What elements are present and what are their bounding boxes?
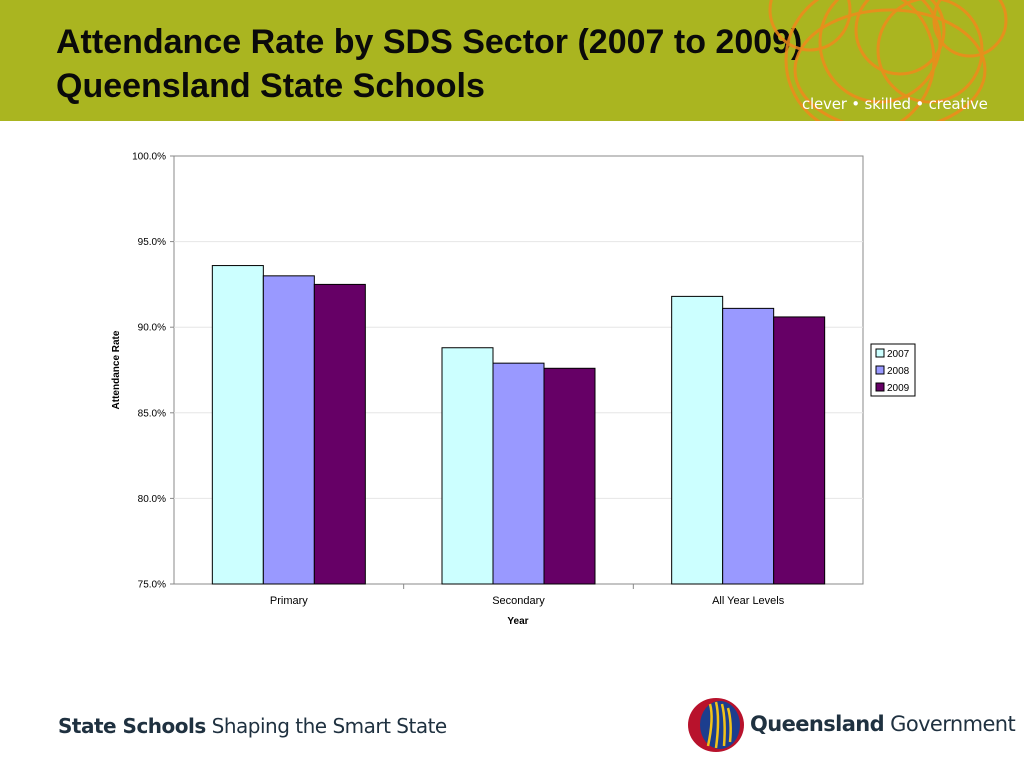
y-tick-label: 95.0% bbox=[138, 237, 166, 248]
y-axis-ticks: 75.0% 80.0% 85.0% 90.0% 95.0% 100.0% bbox=[132, 152, 174, 591]
y-axis-title: Attendance Rate bbox=[111, 330, 122, 409]
x-tick-label: All Year Levels bbox=[712, 595, 785, 607]
x-tick-label: Primary bbox=[270, 595, 308, 607]
legend-label-2008: 2008 bbox=[887, 366, 910, 377]
queensland-government-wordmark: Queensland Government bbox=[750, 712, 1016, 736]
y-tick-label: 80.0% bbox=[138, 494, 166, 505]
footer-slogan-bold: State Schools bbox=[58, 714, 206, 738]
bar-2009-secondary bbox=[543, 367, 596, 585]
y-tick-label: 85.0% bbox=[138, 408, 166, 419]
wordmark-rest: Government bbox=[884, 712, 1016, 736]
y-tick-label: 90.0% bbox=[138, 323, 166, 334]
bar-2009-primary bbox=[313, 283, 366, 585]
bar-2008-primary bbox=[262, 275, 315, 585]
x-axis-title: Year bbox=[507, 616, 528, 627]
legend-swatch-2007 bbox=[875, 348, 885, 358]
legend-swatch-2009 bbox=[875, 382, 885, 392]
tagline: clever • skilled • creative bbox=[802, 95, 988, 113]
legend-label-2007: 2007 bbox=[887, 349, 910, 360]
bar-2009-all-year-levels bbox=[773, 316, 826, 585]
legend-label-2009: 2009 bbox=[887, 383, 910, 394]
bars bbox=[211, 265, 826, 585]
bar-2008-all-year-levels bbox=[722, 307, 775, 585]
bar-2007-all-year-levels bbox=[671, 295, 724, 585]
y-tick-label: 75.0% bbox=[138, 580, 166, 591]
x-axis-ticks: Primary Secondary All Year Levels bbox=[270, 584, 785, 607]
slide-title: Attendance Rate by SDS Sector (2007 to 2… bbox=[56, 23, 803, 105]
bar-2007-secondary bbox=[441, 347, 494, 585]
wordmark-bold: Queensland bbox=[750, 712, 885, 736]
bar-chart: 75.0% 80.0% 85.0% 90.0% 95.0% 100.0% Primary S… bbox=[111, 152, 916, 627]
footer-slogan-rest: Shaping the Smart State bbox=[205, 714, 448, 738]
header-banner: Attendance Rate by SDS Sector (2007 to 2… bbox=[0, 0, 1024, 121]
queensland-crest-icon bbox=[688, 698, 744, 752]
x-tick-label: Secondary bbox=[492, 595, 545, 607]
legend: 2007 2008 2009 bbox=[870, 343, 916, 397]
bar-2008-secondary bbox=[492, 362, 545, 585]
swirl-decoration-icon bbox=[768, 0, 1008, 121]
footer-slogan: State Schools Shaping the Smart State bbox=[58, 714, 447, 738]
legend-swatch-2008 bbox=[875, 365, 885, 375]
bar-2007-primary bbox=[211, 265, 264, 585]
y-tick-label: 100.0% bbox=[132, 152, 166, 163]
